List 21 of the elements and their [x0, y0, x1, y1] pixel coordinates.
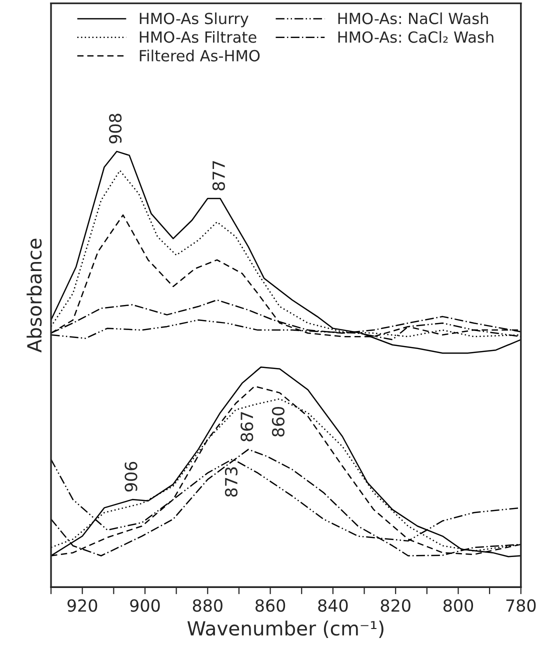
annotation: 873	[224, 467, 238, 497]
legend-label: HMO-As Slurry	[140, 12, 248, 28]
x-tick-label: 840	[318, 599, 348, 612]
annotation: 860	[272, 406, 285, 437]
x-tick-label: 780	[506, 599, 536, 612]
annotation: 906	[124, 462, 138, 492]
legend-label: HMO-As Filtrate	[140, 31, 256, 43]
legend-label: Filtered As-HMO	[140, 50, 260, 62]
annotation: 908	[109, 114, 122, 144]
x-tick-label: 920	[67, 599, 98, 612]
annotation: 867	[240, 412, 254, 442]
legend-label: HMO-As: NaCl Wash	[338, 12, 488, 24]
x-tick-label: 800	[443, 599, 474, 612]
x-tick-label: 860	[256, 599, 286, 612]
annotation: 877	[212, 161, 226, 190]
x-tick-label: 880	[192, 599, 222, 612]
x-tick-label: 820	[380, 599, 410, 612]
x-tick-label: 900	[130, 599, 160, 612]
x-axis-title: Wavenumber (cm⁻¹)	[187, 620, 384, 638]
y-axis-title: Absorbance	[26, 238, 42, 352]
legend-label: HMO-As: CaCl₂ Wash	[338, 31, 494, 43]
